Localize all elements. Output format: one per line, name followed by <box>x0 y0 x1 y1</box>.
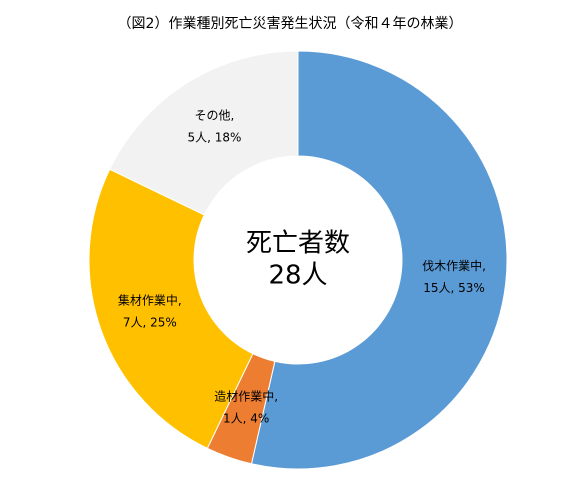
center-value: 28人 <box>268 261 327 291</box>
category-label: 集材作業中, <box>118 292 182 307</box>
data-label: 5人, 18% <box>188 131 242 145</box>
slice <box>88 168 254 449</box>
category-label: 造材作業中, <box>214 389 278 404</box>
slice <box>250 50 508 470</box>
data-label: 15人, 53% <box>423 281 485 295</box>
data-label: 1人, 4% <box>223 412 269 426</box>
data-label: 7人, 25% <box>123 315 177 329</box>
center-title: 死亡者数 <box>246 229 350 259</box>
donut <box>88 50 508 470</box>
category-label: 伐木作業中, <box>422 258 486 273</box>
chart-title: （図2）作業種別死亡災害発生状況（令和４年の林業） <box>118 16 463 32</box>
slice <box>109 50 299 216</box>
category-label: その他, <box>195 109 235 123</box>
